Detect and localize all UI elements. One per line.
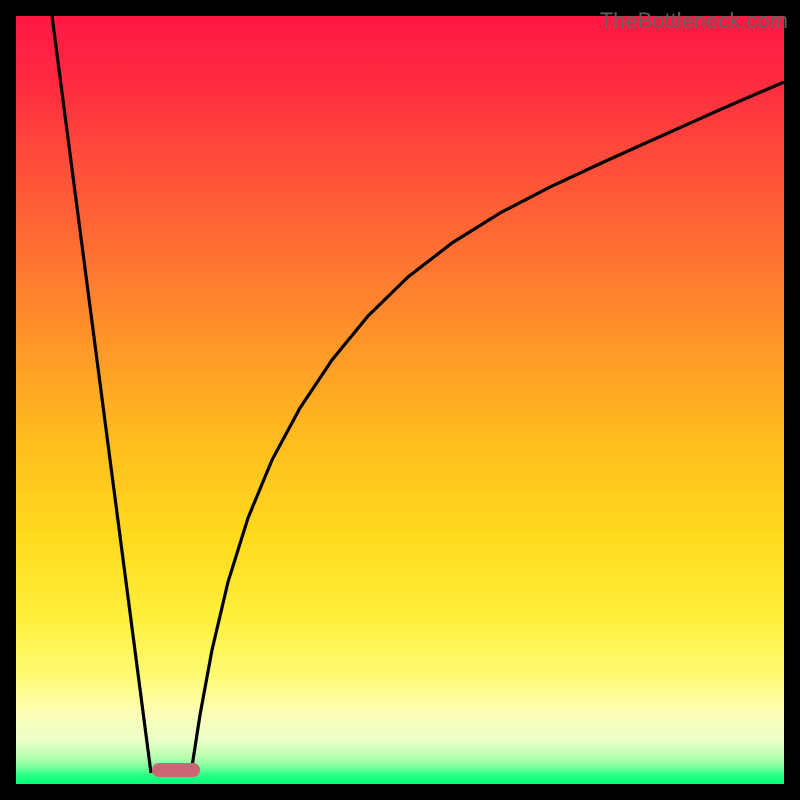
bottleneck-marker	[152, 763, 200, 777]
chart-container: TheBottleneck.com	[0, 0, 800, 800]
chart-svg	[0, 0, 800, 800]
watermark-text: TheBottleneck.com	[600, 8, 788, 34]
